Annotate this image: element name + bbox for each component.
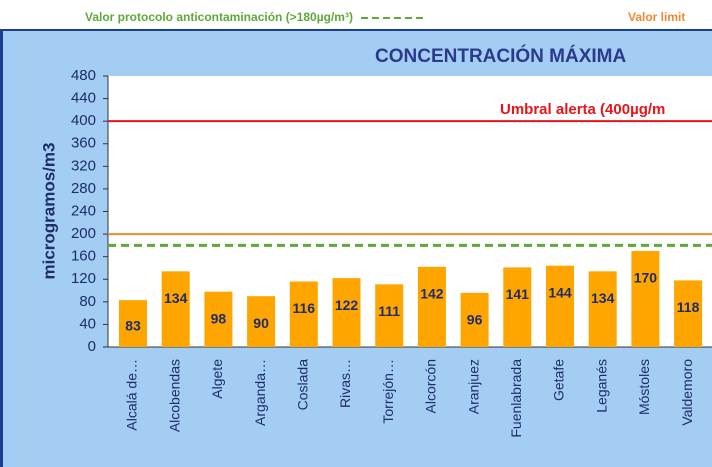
bar xyxy=(631,251,660,347)
value-label: 118 xyxy=(677,299,700,315)
legend-label: Valor protocolo anticontaminación (>180µ… xyxy=(85,10,353,24)
value-label: 141 xyxy=(506,286,530,302)
chart-title: CONCENTRACIÓN MÁXIMA xyxy=(375,45,626,67)
x-tick-label: Aranjuez xyxy=(465,359,481,414)
bar xyxy=(119,300,147,347)
x-tick-label: Alcalá de… xyxy=(124,359,140,431)
x-tick-label: Arganda… xyxy=(252,359,268,426)
value-label: 96 xyxy=(467,312,483,328)
bar xyxy=(546,265,574,347)
value-label: 111 xyxy=(378,303,400,319)
x-tick-label: Valdemoro xyxy=(679,359,695,426)
x-tick-label: Fuenlabrada xyxy=(508,359,524,438)
bar xyxy=(161,271,190,347)
panel-border xyxy=(0,29,712,31)
y-tick-label: 320 xyxy=(71,157,96,174)
y-tick-label: 200 xyxy=(71,225,96,242)
x-tick-label: Torrejón… xyxy=(380,359,396,424)
bar xyxy=(588,271,617,347)
value-label: 116 xyxy=(293,300,316,316)
y-tick-label: 40 xyxy=(79,315,96,332)
value-label: 134 xyxy=(164,290,188,306)
y-tick-label: 80 xyxy=(79,293,96,310)
value-label: 98 xyxy=(211,310,227,326)
bar xyxy=(417,266,446,347)
y-tick-label: 400 xyxy=(71,112,96,129)
bar xyxy=(503,267,532,347)
value-label: 134 xyxy=(591,290,615,306)
y-tick-label: 360 xyxy=(71,135,96,152)
y-tick-label: 0 xyxy=(88,338,96,355)
x-tick-label: Coslada xyxy=(295,359,311,411)
y-tick-label: 240 xyxy=(71,202,96,219)
y-tick-label: 440 xyxy=(71,90,96,107)
bar xyxy=(332,278,361,347)
value-label: 144 xyxy=(548,284,572,300)
bar xyxy=(460,292,489,347)
value-label: 142 xyxy=(420,286,444,302)
bar xyxy=(247,296,276,347)
legend-label: Valor limit xyxy=(628,10,685,24)
y-tick-label: 480 xyxy=(71,67,96,84)
x-tick-label: Leganés xyxy=(593,359,609,413)
x-tick-label: Móstoles xyxy=(636,359,652,415)
x-tick-label: Getafe xyxy=(551,359,567,401)
x-tick-label: Alcobendas xyxy=(166,359,182,432)
bar xyxy=(289,281,318,347)
x-tick-label: Alcorcón xyxy=(423,359,439,413)
bar xyxy=(674,280,703,347)
value-label: 122 xyxy=(335,297,359,313)
panel-border xyxy=(0,30,3,467)
value-label: 90 xyxy=(253,315,269,331)
y-tick-label: 280 xyxy=(71,180,96,197)
x-tick-label: Rivas… xyxy=(337,359,353,408)
reference-label: Umbral alerta (400µg/m xyxy=(500,101,665,118)
y-tick-label: 120 xyxy=(71,270,96,287)
y-tick-label: 160 xyxy=(71,248,96,265)
y-axis-label: microgramos/m3 xyxy=(39,143,58,280)
bar xyxy=(204,291,233,347)
value-label: 170 xyxy=(634,270,658,286)
bar xyxy=(375,284,404,347)
value-label: 83 xyxy=(125,318,141,334)
x-tick-label: Algete xyxy=(209,359,225,399)
